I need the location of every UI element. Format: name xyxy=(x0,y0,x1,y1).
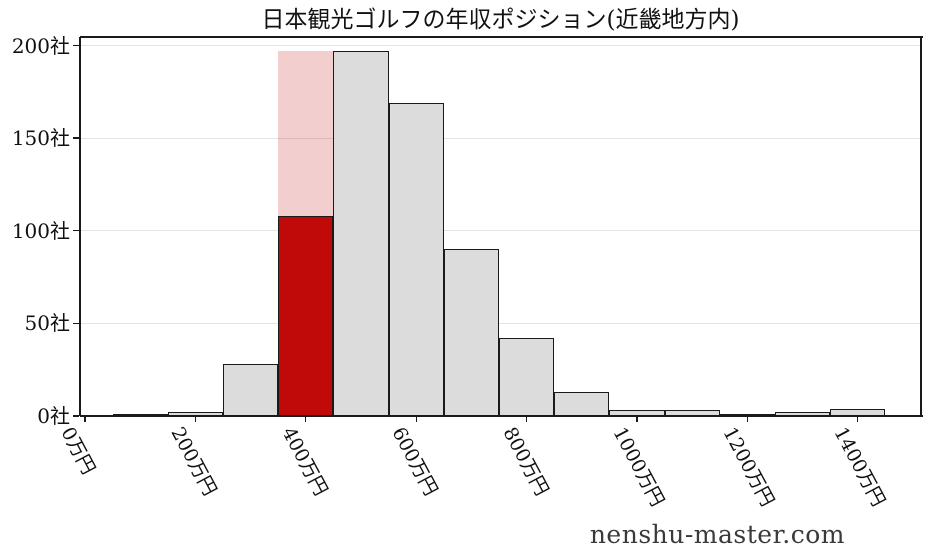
x-tick-label: 200万円 xyxy=(166,423,222,500)
watermark-text: nenshu-master.com xyxy=(589,520,845,549)
x-tick-mark xyxy=(194,416,197,422)
x-tick-mark xyxy=(305,416,307,422)
left-spine xyxy=(79,37,81,416)
y-tick-mark xyxy=(73,137,79,139)
x-tick-label: 400万円 xyxy=(277,423,332,500)
histogram-bar xyxy=(830,408,886,416)
histogram-bar xyxy=(609,410,665,416)
y-gridline xyxy=(80,45,921,46)
x-axis-line xyxy=(80,415,923,417)
x-tick-label: 800万円 xyxy=(498,423,553,500)
x-tick-label: 1400万円 xyxy=(829,423,890,511)
histogram-bar xyxy=(554,391,610,416)
right-spine xyxy=(920,37,922,416)
y-tick-label: 0社 xyxy=(37,404,70,428)
x-tick-mark xyxy=(636,416,638,422)
y-tick-mark xyxy=(73,44,79,47)
y-tick-label: 150社 xyxy=(11,126,70,151)
x-tick-mark xyxy=(415,416,417,422)
histogram-bar xyxy=(443,249,499,416)
y-tick-mark xyxy=(73,415,79,417)
histogram-bar xyxy=(223,364,279,416)
x-tick-label: 0万円 xyxy=(56,423,100,479)
highlight-bar-red xyxy=(278,215,334,416)
histogram-bar xyxy=(333,51,389,416)
x-tick-label: 1200万円 xyxy=(718,423,779,511)
histogram-bar xyxy=(664,410,720,416)
y-gridline xyxy=(80,322,921,324)
top-spine xyxy=(80,36,923,38)
x-tick-mark xyxy=(746,416,749,422)
y-tick-label: 50社 xyxy=(24,311,70,336)
histogram-bar xyxy=(775,412,831,416)
histogram-bar xyxy=(167,412,223,416)
y-gridline xyxy=(80,230,921,232)
histogram-bar xyxy=(388,102,444,416)
x-tick-label: 600万円 xyxy=(387,423,442,500)
histogram-bar xyxy=(499,338,555,416)
y-tick-label: 100社 xyxy=(11,218,70,243)
y-gridline xyxy=(80,137,921,139)
y-tick-label: 200社 xyxy=(11,33,70,58)
x-tick-mark xyxy=(857,416,859,422)
chart-title: 日本観光ゴルフの年収ポジション(近畿地方内) xyxy=(261,7,740,33)
x-tick-mark xyxy=(525,416,528,422)
x-tick-mark xyxy=(84,416,86,422)
y-tick-mark xyxy=(73,230,79,232)
x-tick-label: 1000万円 xyxy=(608,423,669,511)
y-tick-mark xyxy=(73,322,79,325)
